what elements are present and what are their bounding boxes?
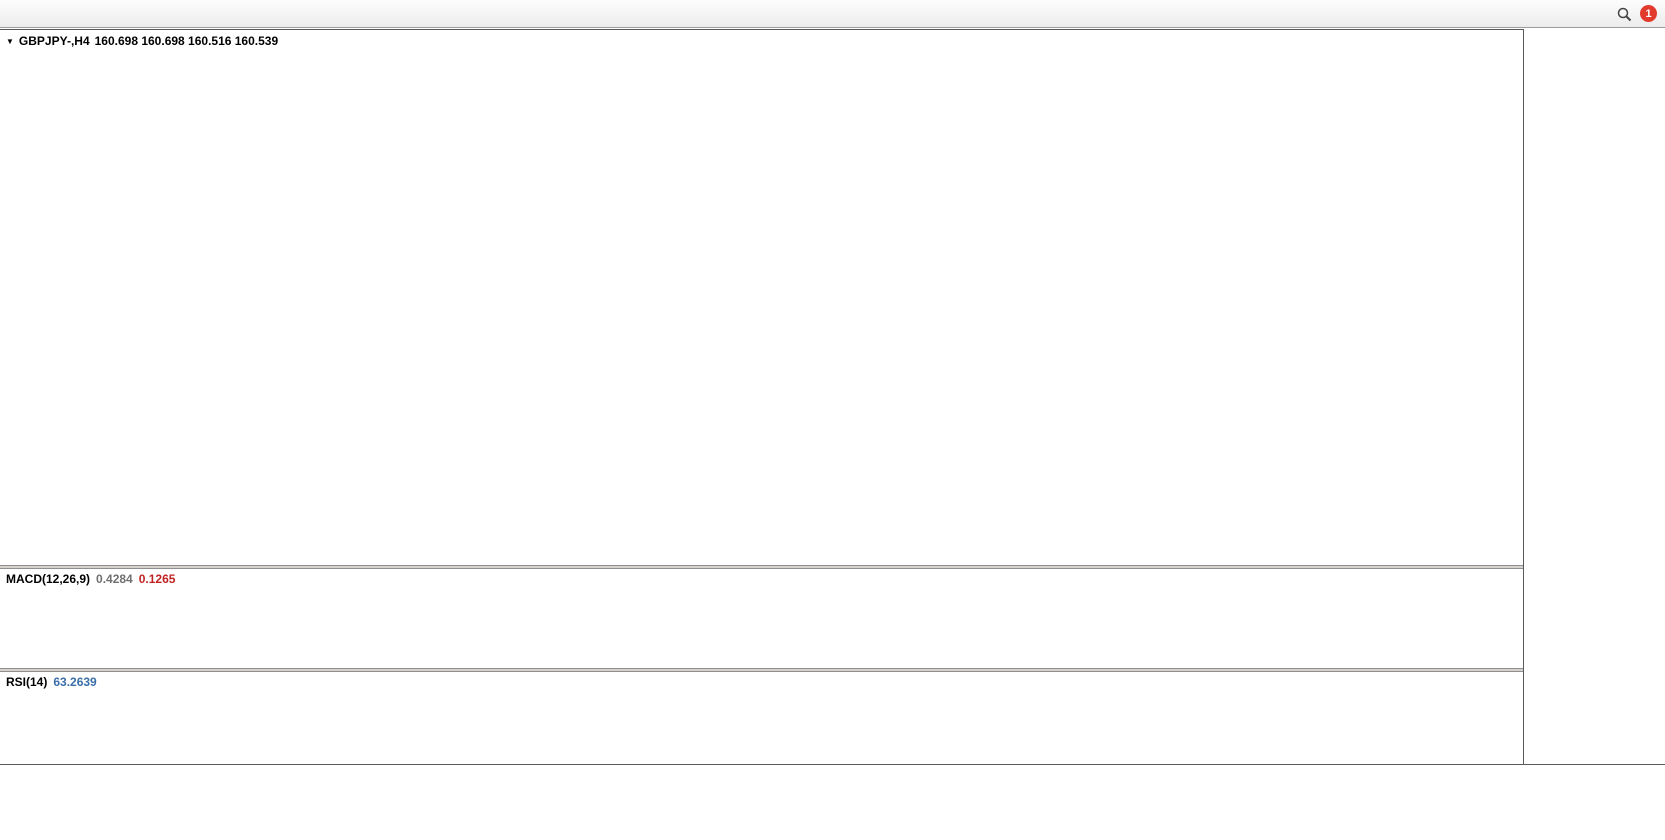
search-icon[interactable] (1616, 6, 1632, 22)
macd-canvas[interactable] (0, 569, 1523, 668)
main-chart-canvas[interactable] (0, 30, 1523, 566)
main-chart-panel: ▼ GBPJPY-,H4 160.698 160.698 160.516 160… (0, 29, 1523, 566)
rsi-panel: RSI(14) 63.2639 (0, 672, 1523, 764)
price-axis[interactable] (1523, 29, 1665, 764)
macd-panel: MACD(12,26,9) 0.4284 0.1265 (0, 569, 1523, 668)
macd-title: MACD(12,26,9) 0.4284 0.1265 (6, 572, 175, 586)
macd-main-value: 0.4284 (96, 572, 133, 586)
chart-title: ▼ GBPJPY-,H4 160.698 160.698 160.516 160… (6, 34, 278, 48)
time-axis[interactable] (0, 764, 1665, 791)
panel-divider[interactable] (0, 668, 1665, 672)
toolbar: 1 (0, 0, 1665, 28)
notification-badge[interactable]: 1 (1640, 5, 1657, 22)
toolbar-right: 1 (1616, 5, 1661, 22)
macd-signal-value: 0.1265 (138, 572, 176, 586)
chart-ohlc-values: 160.698 160.698 160.516 160.539 (94, 34, 279, 48)
one-click-trading-toggle-icon[interactable]: ▼ (6, 36, 14, 46)
macd-label: MACD(12,26,9) (6, 572, 91, 586)
rsi-label: RSI(14) (6, 675, 48, 689)
rsi-title: RSI(14) 63.2639 (6, 675, 97, 689)
chart-symbol-period: GBPJPY-,H4 (18, 34, 90, 48)
rsi-canvas[interactable] (0, 672, 1523, 764)
rsi-value: 63.2639 (53, 675, 97, 689)
panel-divider[interactable] (0, 565, 1665, 569)
